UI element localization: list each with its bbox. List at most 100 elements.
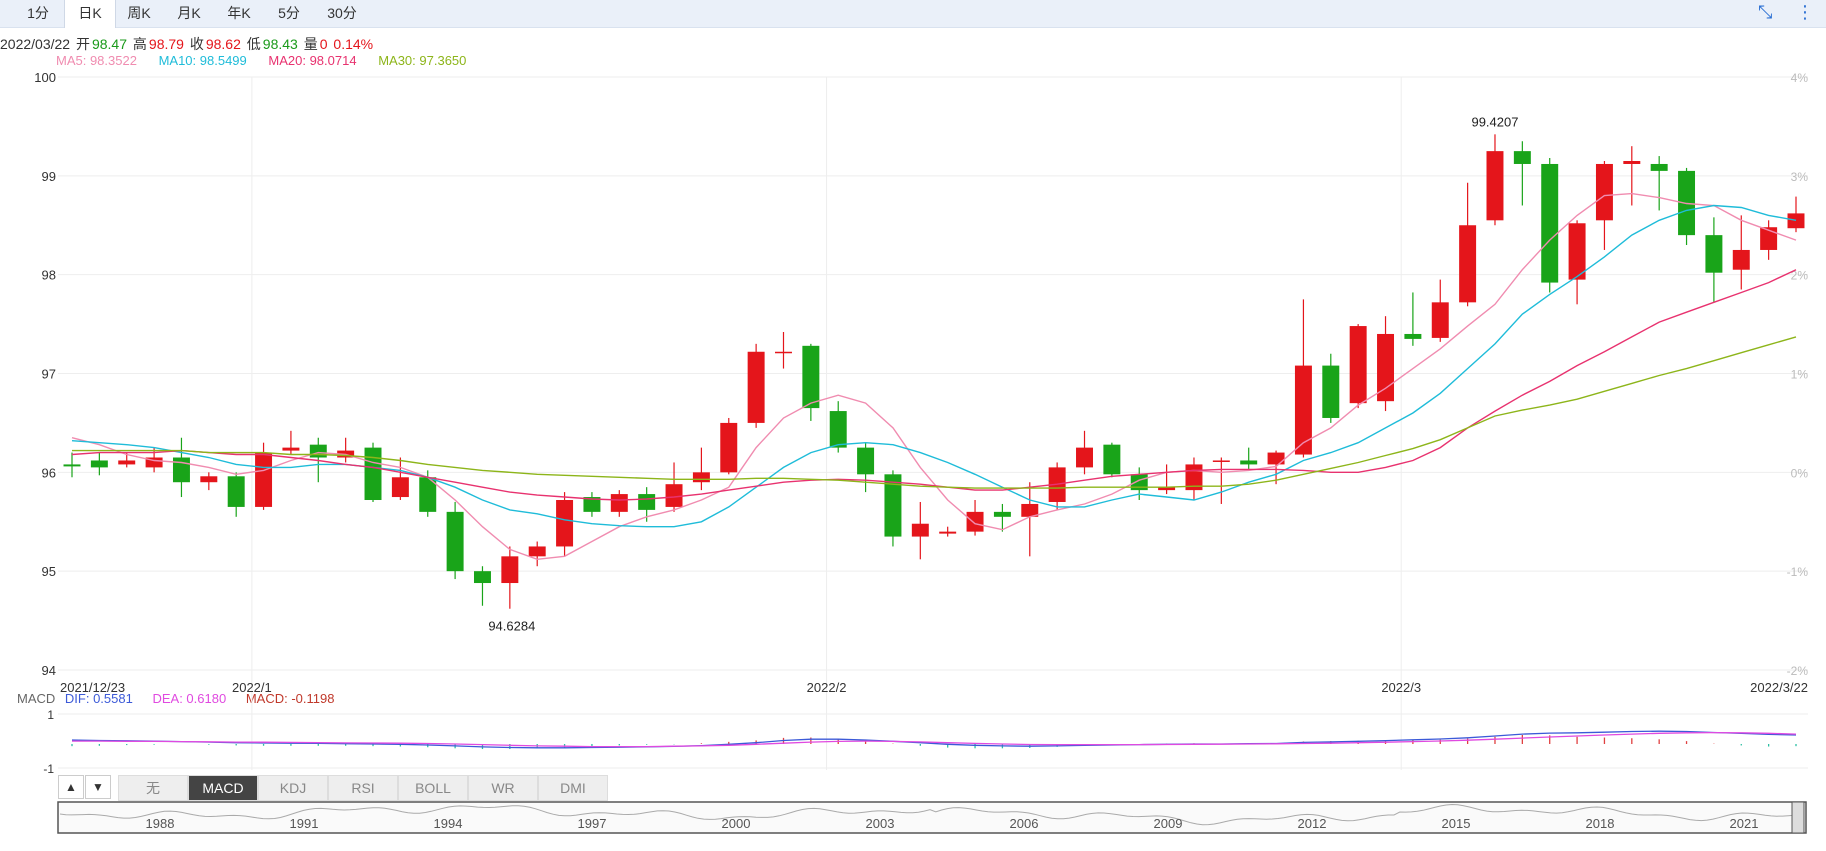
candle-up [1213,460,1230,462]
candle-up [1459,225,1476,302]
dif-line [72,731,1796,748]
right-tick-label: -1% [1787,565,1809,579]
candle-up [392,477,409,497]
scroll-down-button[interactable]: ▼ [85,775,111,799]
candle-down [310,445,327,458]
x-tick-label: 2021/12/23 [60,680,125,695]
candle-up [611,494,628,512]
navigator-year-label: 2021 [1730,816,1759,831]
x-tick-label: 2022/1 [232,680,272,695]
right-tick-label: 3% [1791,170,1809,184]
navigator-year-label: 1988 [146,816,175,831]
candle-down [857,448,874,475]
navigator-year-label: 2012 [1298,816,1327,831]
candle-up [1268,453,1285,465]
candle-down [638,494,655,510]
ma5-line [72,194,1796,560]
candle-up [912,524,929,537]
candle-up [118,460,135,464]
candle-down [91,460,108,467]
candle-down [173,458,190,483]
x-tick-label: 2022/2 [807,680,847,695]
candle-up [1596,164,1613,220]
candle-down [447,512,464,571]
candle-up [1788,213,1805,228]
candle-down [1404,334,1421,339]
candle-up [693,472,710,482]
candle-up [1076,448,1093,468]
navigator-year-label: 2003 [866,816,895,831]
navigator-year-label: 1991 [290,816,319,831]
candle-up [255,453,272,507]
candle-up [200,476,217,482]
candle-up [967,512,984,532]
y-tick-label: 99 [42,169,56,184]
candle-up [556,500,573,546]
x-tick-label: 2022/3 [1381,680,1421,695]
candle-up [1487,151,1504,220]
x-tick-label: 2022/3/22 [1750,680,1808,695]
y-tick-label: 100 [34,70,56,85]
right-tick-label: 4% [1791,71,1809,85]
min-annotation: 94.6284 [488,619,535,634]
navigator-year-label: 2000 [722,816,751,831]
right-tick-label: -2% [1787,664,1809,678]
scroll-up-button[interactable]: ▲ [58,775,84,799]
candle-down [1651,164,1668,171]
navigator-year-label: 2006 [1010,816,1039,831]
candle-down [1103,445,1120,475]
indicator-tab-rsi[interactable]: RSI [328,775,398,801]
candle-down [365,448,382,500]
candle-up [1350,326,1367,403]
indicator-tab-wr[interactable]: WR [468,775,538,801]
candle-up [1295,366,1312,455]
max-annotation: 99.4207 [1471,114,1518,129]
navigator-frame [58,802,1806,833]
y-tick-label: 95 [42,564,56,579]
macd-y-tick: -1 [43,762,54,776]
navigator-handle [1792,802,1804,833]
candle-up [282,448,299,451]
candle-down [1322,366,1339,418]
ma30-line [72,337,1796,488]
candle-up [1377,334,1394,401]
navigator-year-label: 1994 [434,816,463,831]
navigator-year-label: 2015 [1442,816,1471,831]
y-tick-label: 94 [42,663,56,678]
indicator-tab-dmi[interactable]: DMI [538,775,608,801]
ma20-line [72,270,1796,500]
dea-line [72,733,1796,747]
candle-down [1514,151,1531,164]
candle-down [1541,164,1558,283]
y-tick-label: 97 [42,367,56,382]
right-tick-label: 1% [1791,368,1809,382]
candle-up [1733,250,1750,270]
indicator-tab-boll[interactable]: BOLL [398,775,468,801]
navigator-year-label: 2009 [1154,816,1183,831]
candle-down [802,346,819,408]
y-tick-label: 98 [42,268,56,283]
navigator-year-label: 2018 [1586,816,1615,831]
candle-up [501,556,518,583]
candle-up [748,352,765,423]
candle-up [720,423,737,472]
candle-down [64,464,81,466]
indicator-tab-macd[interactable]: MACD [188,775,258,801]
candle-up [1432,302,1449,338]
candle-up [939,532,956,534]
candle-down [1240,460,1257,464]
candle-up [1569,223,1586,279]
y-tick-label: 96 [42,465,56,480]
candle-down [474,571,491,583]
candle-down [830,411,847,448]
indicator-tab-kdj[interactable]: KDJ [258,775,328,801]
indicator-tab-none[interactable]: 无 [118,775,188,801]
candle-up [1623,161,1640,164]
candle-up [529,546,546,556]
candle-down [228,476,245,507]
candle-up [775,352,792,354]
candle-down [994,512,1011,517]
right-tick-label: 0% [1791,466,1809,480]
navigator-year-label: 1997 [578,816,607,831]
